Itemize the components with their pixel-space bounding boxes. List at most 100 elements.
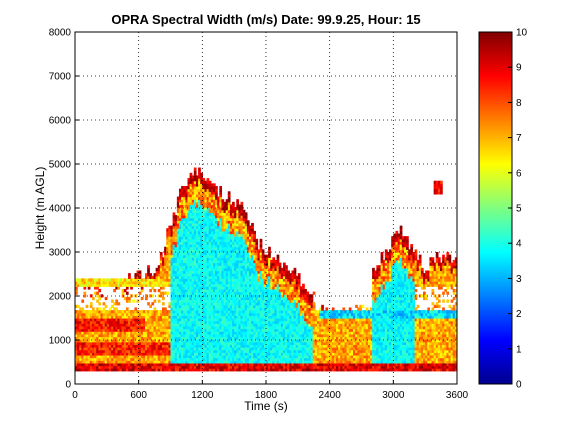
heatmap-cell <box>189 302 193 306</box>
heatmap-cell <box>170 341 174 345</box>
heatmap-cell <box>198 217 201 221</box>
heatmap-cell <box>242 336 246 340</box>
heatmap-cell <box>302 312 305 316</box>
heatmap-cell <box>202 262 206 266</box>
heatmap-cell <box>198 349 201 353</box>
heatmap-cell <box>238 318 242 322</box>
heatmap-cell <box>96 365 99 369</box>
heatmap-cell <box>249 344 252 348</box>
heatmap-cell <box>232 225 235 229</box>
heatmap-cell <box>289 318 293 322</box>
heatmap-cell <box>170 312 174 316</box>
heatmap-cell <box>138 315 142 319</box>
heatmap-cell <box>117 333 121 338</box>
heatmap-cell <box>125 341 129 345</box>
heatmap-cell <box>181 254 184 258</box>
heatmap-cell <box>259 331 263 335</box>
heatmap-cell <box>299 323 303 327</box>
heatmap-cell <box>151 310 155 314</box>
heatmap-cell <box>227 217 231 221</box>
heatmap-cell <box>261 349 265 353</box>
heatmap-cell <box>219 241 223 245</box>
heatmap-cell <box>246 347 250 351</box>
heatmap-cell <box>227 286 231 290</box>
heatmap-cell <box>185 188 189 192</box>
heatmap-cell <box>189 244 193 248</box>
heatmap-cell <box>242 318 246 322</box>
heatmap-cell <box>162 320 165 324</box>
heatmap-cell <box>240 323 244 327</box>
heatmap-cell <box>178 262 182 266</box>
heatmap-cell <box>215 323 218 327</box>
heatmap-cell <box>89 325 93 330</box>
heatmap-cell <box>215 349 218 353</box>
heatmap-cell <box>238 320 242 324</box>
heatmap-cell <box>145 365 148 369</box>
heatmap-cell <box>189 362 193 367</box>
heatmap-cell <box>111 336 114 340</box>
heatmap-cell <box>238 254 242 258</box>
heatmap-cell <box>208 270 212 274</box>
heatmap-cell <box>204 233 208 237</box>
heatmap-cell <box>302 288 305 293</box>
heatmap-cell <box>246 299 250 303</box>
heatmap-cell <box>293 304 297 309</box>
heatmap-cell <box>287 312 290 316</box>
heatmap-cell <box>276 362 280 367</box>
heatmap-cell <box>136 339 140 343</box>
heatmap-cell <box>172 323 176 327</box>
heatmap-cell <box>240 368 244 372</box>
heatmap-cell <box>176 286 180 290</box>
heatmap-cell <box>242 288 246 293</box>
heatmap-cell <box>202 267 206 272</box>
heatmap-cell <box>240 217 244 221</box>
heatmap-cell <box>297 310 301 314</box>
heatmap-cell <box>193 199 197 203</box>
heatmap-cell <box>202 183 206 187</box>
heatmap-cell <box>259 341 263 345</box>
heatmap-cell <box>240 336 244 340</box>
heatmap-cell <box>219 217 223 221</box>
heatmap-cell <box>115 336 119 340</box>
heatmap-cell <box>106 281 110 285</box>
heatmap-cell <box>185 336 189 340</box>
heatmap-cell <box>236 286 240 290</box>
heatmap-cell <box>236 254 240 258</box>
heatmap-cell <box>87 283 91 287</box>
heatmap-cell <box>164 249 167 253</box>
heatmap-cell <box>202 310 206 314</box>
heatmap-cell <box>215 296 218 301</box>
heatmap-cell <box>198 325 201 330</box>
heatmap-cell <box>128 275 131 279</box>
heatmap-cell <box>266 281 269 285</box>
heatmap-cell <box>176 294 180 298</box>
heatmap-cell <box>176 259 180 264</box>
heatmap-cell <box>153 357 157 361</box>
heatmap-cell <box>227 325 231 330</box>
heatmap-cell <box>128 347 131 351</box>
heatmap-cell <box>291 288 295 293</box>
heatmap-cell <box>104 357 108 361</box>
heatmap-cell <box>270 296 273 301</box>
heatmap-cell <box>246 220 250 224</box>
heatmap-cell <box>278 304 282 309</box>
heatmap-cell <box>164 278 167 282</box>
heatmap-cell <box>221 360 225 364</box>
heatmap-cell <box>274 331 278 335</box>
heatmap-cell <box>291 273 295 277</box>
heatmap-cell <box>87 347 91 351</box>
heatmap-cell <box>217 254 220 258</box>
heatmap-cell <box>83 315 87 319</box>
heatmap-cell <box>302 339 305 343</box>
heatmap-cell <box>206 178 210 182</box>
heatmap-cell <box>259 333 263 338</box>
heatmap-cell <box>191 222 195 227</box>
heatmap-cell <box>202 341 206 345</box>
heatmap-cell <box>121 328 125 332</box>
heatmap-cell <box>299 318 303 322</box>
heatmap-cell <box>253 249 256 253</box>
heatmap-cell <box>287 288 290 293</box>
heatmap-cell <box>223 288 227 293</box>
heatmap-cell <box>280 299 284 303</box>
heatmap-cell <box>162 354 165 359</box>
